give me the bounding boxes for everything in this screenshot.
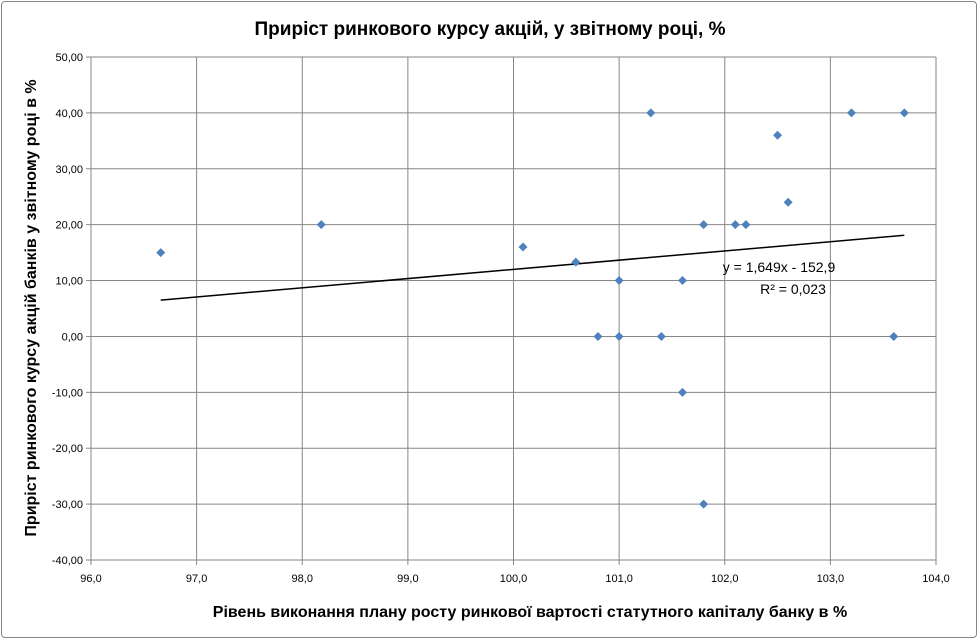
data-point (646, 108, 656, 118)
x-tick-label: 97,0 (186, 573, 207, 585)
data-point (316, 220, 326, 230)
y-tick-label: 10,00 (55, 276, 83, 288)
x-tick-label: 102,0 (711, 573, 739, 585)
y-tick-label: -30,00 (52, 499, 83, 511)
data-point (889, 331, 899, 341)
x-tick-label: 98,0 (292, 573, 313, 585)
y-tick-label: 20,00 (55, 220, 83, 232)
data-point (571, 257, 581, 267)
x-tick-label: 104,0 (922, 573, 950, 585)
data-point (656, 331, 666, 341)
trendline-equation: y = 1,649x - 152,9 (723, 259, 836, 275)
y-tick-label: -10,00 (52, 387, 83, 399)
x-tick-label: 100,0 (500, 573, 528, 585)
data-point (699, 220, 709, 230)
trendline (160, 234, 905, 301)
data-point (614, 331, 624, 341)
y-tick-label: -20,00 (52, 443, 83, 455)
data-point (156, 248, 166, 258)
y-axis-label: Приріст ринкового курсу акцій банків у з… (23, 79, 40, 536)
x-tick-label: 101,0 (605, 573, 633, 585)
r-squared: R² = 0,023 (760, 281, 826, 297)
y-tick-label: 30,00 (55, 164, 83, 176)
data-point (678, 387, 687, 397)
data-point (678, 276, 687, 286)
y-tick-label: -40,00 (52, 555, 83, 567)
data-point (518, 242, 528, 252)
x-tick-label: 103,0 (817, 573, 845, 585)
y-tick-label: 0,00 (62, 331, 83, 343)
y-tick-label: 50,00 (55, 52, 83, 64)
y-tick-label: 40,00 (55, 108, 83, 120)
data-point (741, 220, 751, 230)
data-point (783, 197, 793, 207)
data-point (847, 108, 856, 118)
x-tick-label: 96,0 (80, 573, 101, 585)
data-point (593, 331, 603, 341)
chart-title: Приріст ринкового курсу акцій, у звітном… (255, 19, 726, 40)
data-point (699, 499, 709, 509)
data-point (730, 220, 740, 230)
data-point (773, 130, 783, 140)
x-axis-label: Рівень виконання плану росту ринкової ва… (213, 604, 847, 621)
data-point (899, 108, 909, 118)
data-point (614, 276, 624, 286)
x-tick-label: 99,0 (397, 573, 418, 585)
